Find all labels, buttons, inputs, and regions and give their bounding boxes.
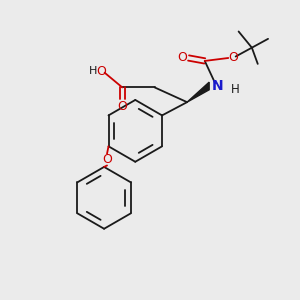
Polygon shape [187,82,209,102]
Text: O: O [117,100,127,113]
Text: H: H [230,83,239,96]
Text: O: O [96,65,106,78]
Text: N: N [211,79,223,93]
Text: O: O [178,52,188,64]
Text: O: O [102,153,112,166]
Text: O: O [228,52,238,64]
Text: H: H [89,66,97,76]
